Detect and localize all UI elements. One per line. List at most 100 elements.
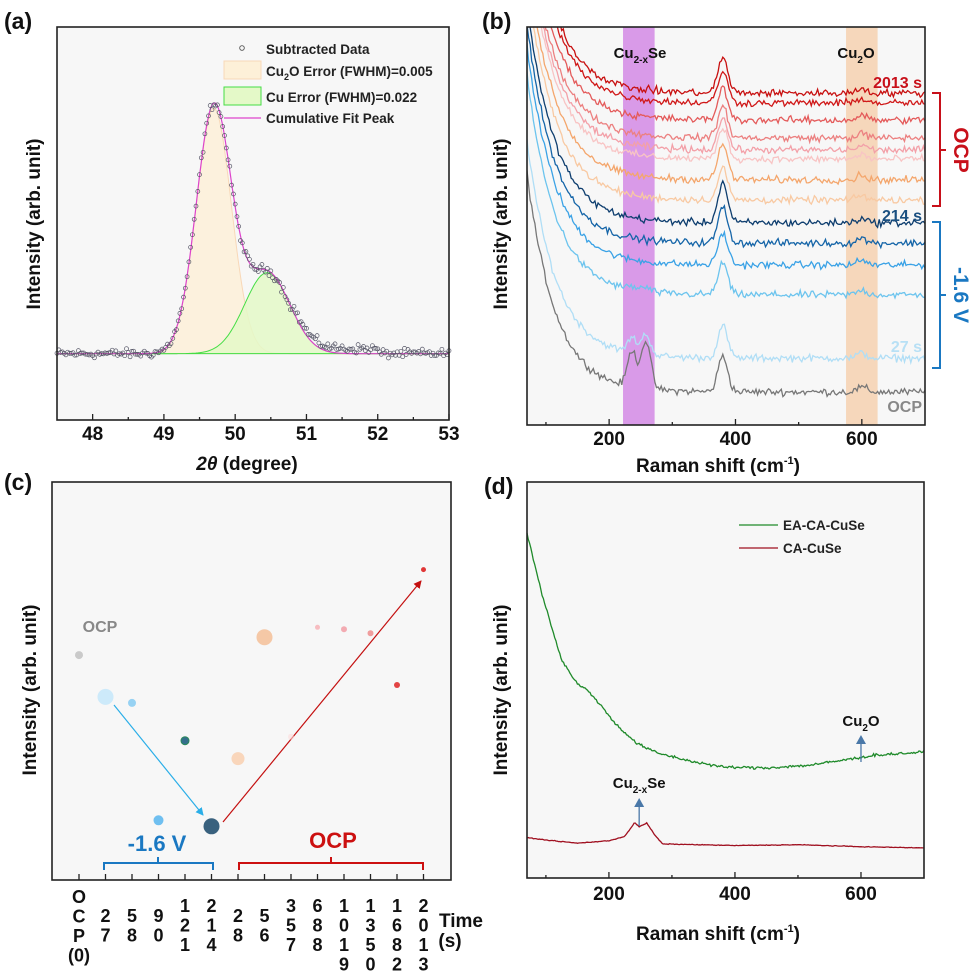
- data-point: [150, 352, 156, 358]
- group-label: OCP: [949, 127, 972, 173]
- data-point: [206, 113, 211, 119]
- data-point: [398, 348, 404, 354]
- plot-frame-d: [526, 481, 925, 879]
- x-tick-label: 400: [719, 884, 751, 905]
- data-point: [432, 353, 438, 359]
- data-point: [92, 355, 97, 361]
- data-point: [186, 259, 192, 265]
- trace-label: 2013 s: [873, 75, 922, 92]
- spectrum-27: [527, 138, 925, 366]
- data-point: [371, 345, 377, 351]
- data-point: [179, 306, 185, 312]
- y-axis-label-b: Intensity (arb. unit): [491, 139, 512, 310]
- spectrum-CA-CuSe: [526, 821, 924, 849]
- data-point-28: [231, 752, 245, 766]
- data-point: [280, 285, 286, 290]
- data-point: [67, 351, 72, 356]
- data-point: [247, 256, 252, 262]
- data-point: [318, 344, 324, 349]
- data-point: [419, 346, 425, 352]
- data-point: [234, 214, 240, 219]
- spectrum-688: [542, 27, 925, 156]
- data-point: [204, 120, 210, 126]
- x-axis-label-d: Raman shift (cm-1): [636, 923, 800, 945]
- data-point: [223, 145, 229, 151]
- data-point-688: [315, 624, 320, 630]
- data-point: [439, 346, 445, 352]
- data-point-90: [153, 815, 164, 826]
- x-tick-label: 400: [720, 429, 752, 450]
- legend-a: Subtracted Data Cu2O Error (FWHM)=0.005 …: [223, 42, 433, 126]
- arrow-head-icon: [855, 735, 866, 744]
- data-point: [332, 341, 338, 347]
- x-tick-label: 50: [225, 424, 246, 445]
- y-axis-label-d: Intensity (arb. unit): [491, 605, 512, 776]
- arrow-head-icon: [634, 798, 645, 807]
- data-point: [222, 133, 227, 138]
- legend-label-cu: Cu Error (FWHM)=0.022: [266, 90, 417, 105]
- spectrum-56: [536, 27, 925, 186]
- data-point: [384, 348, 389, 354]
- data-point: [355, 342, 361, 347]
- data-point: [190, 232, 195, 238]
- peak-label: Cu2O: [842, 713, 880, 734]
- data-point: [373, 346, 379, 351]
- data-point: [188, 244, 193, 250]
- spectrum-1350: [550, 27, 925, 126]
- data-point: [175, 318, 181, 324]
- panel-b-chart: 200 400 600 Intensity (arb. unit) Raman sh…: [491, 26, 972, 477]
- data-point: [168, 341, 174, 346]
- annotation-ocp-start: OCP: [83, 619, 118, 636]
- spectrum-EA-CA-CuSe: [526, 532, 925, 771]
- data-point: [229, 182, 234, 188]
- data-point: [236, 224, 242, 229]
- data-point-2013: [421, 567, 426, 573]
- data-point: [197, 172, 202, 177]
- data-point: [250, 261, 256, 267]
- spectrum-OCP: [527, 170, 925, 398]
- data-point: [302, 325, 308, 331]
- x-tick-label: 51: [296, 424, 318, 445]
- data-point: [202, 131, 208, 137]
- data-point: [225, 157, 231, 163]
- trend-arrow-down: [113, 704, 204, 816]
- data-point: [353, 350, 359, 356]
- spectrum-28: [532, 27, 925, 206]
- data-point-1350: [367, 630, 374, 637]
- data-point: [198, 155, 204, 161]
- group-bracket: [932, 92, 946, 207]
- data-point: [195, 189, 201, 194]
- spectrum-1682: [556, 27, 925, 109]
- data-point: [288, 307, 293, 313]
- legend-label-cu2o: Cu2O Error (FWHM)=0.005: [266, 64, 433, 82]
- data-point-27: [97, 688, 114, 705]
- x-axis-label-c-unit: (s): [438, 931, 461, 952]
- data-point-1019: [341, 626, 347, 633]
- legend-label-data: Subtracted Data: [266, 42, 370, 57]
- data-point: [174, 327, 179, 332]
- data-point: [231, 191, 236, 197]
- data-point: [386, 355, 391, 361]
- panel-c-chart: OCP -1.6 V OCP O C P (0) 2 7 5 8 9 0 1 2 1 2 1 4 2 8 5 6 3 5 7 6 8 8…: [20, 481, 483, 975]
- legend-label-cumulative: Cumulative Fit Peak: [266, 111, 395, 126]
- data-point: [127, 354, 133, 360]
- x-axis-label-a: 2θ (degree): [195, 454, 297, 475]
- data-point: [200, 149, 206, 155]
- trend-arrow-up: [222, 580, 422, 823]
- data-point: [216, 110, 222, 115]
- x-tick-label: 200: [593, 429, 625, 450]
- spectrum-121: [527, 27, 925, 250]
- data-point: [279, 289, 284, 295]
- data-point: [291, 303, 297, 309]
- data-point-121: [180, 736, 190, 746]
- plot-frame-b: [526, 26, 926, 426]
- band-label-cu2o: Cu2O: [837, 45, 875, 66]
